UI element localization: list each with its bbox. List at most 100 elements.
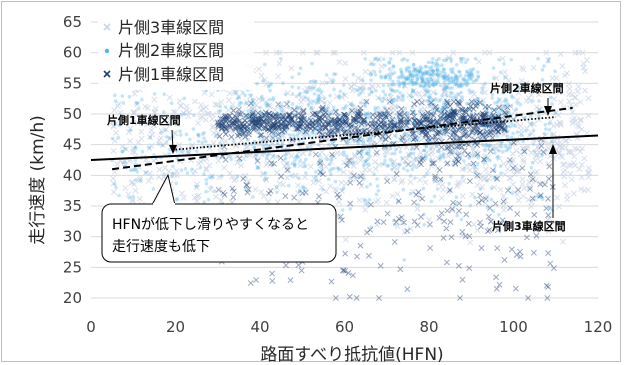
point-3lane (567, 170, 574, 177)
point-3lane (367, 69, 374, 76)
point-3lane (252, 151, 259, 158)
point-2lane (370, 90, 374, 94)
point-3lane (372, 151, 379, 158)
point-1lane (478, 223, 484, 230)
point-2lane (410, 95, 414, 99)
point-1lane (447, 148, 454, 155)
point-2lane (384, 73, 389, 78)
point-1lane (432, 173, 439, 180)
point-3lane (369, 84, 376, 91)
point-2lane (380, 99, 384, 104)
point-2lane (457, 69, 461, 74)
point-3lane (258, 189, 265, 196)
point-1lane (343, 114, 350, 121)
point-3lane (150, 122, 157, 129)
point-3lane (336, 167, 343, 173)
point-2lane (453, 201, 458, 206)
point-2lane (443, 78, 448, 82)
point-2lane (396, 95, 400, 99)
point-2lane (409, 72, 413, 77)
point-2lane (295, 155, 300, 159)
point-2lane (467, 71, 471, 76)
point-1lane (311, 110, 318, 117)
point-2lane (303, 95, 307, 100)
point-2lane (547, 57, 551, 61)
point-3lane (360, 173, 367, 180)
point-1lane (291, 194, 298, 201)
point-3lane (476, 172, 483, 179)
point-2lane (459, 57, 463, 61)
point-3lane (480, 97, 487, 104)
point-2lane (414, 80, 419, 84)
point-2lane (151, 187, 156, 191)
point-2lane (135, 101, 140, 105)
point-1lane (442, 125, 449, 132)
point-2lane (509, 191, 514, 195)
point-2lane (305, 144, 310, 149)
point-1lane (309, 111, 316, 118)
point-3lane (375, 94, 382, 101)
point-3lane (234, 159, 241, 166)
point-1lane (423, 133, 430, 140)
trendline-dashed (111, 106, 573, 171)
point-2lane (410, 79, 415, 83)
point-1lane (488, 129, 495, 136)
point-1lane (529, 176, 536, 183)
point-3lane (551, 138, 558, 145)
point-3lane (330, 153, 337, 160)
point-1lane (507, 156, 513, 163)
point-1lane (474, 172, 481, 179)
point-2lane (164, 135, 169, 139)
point-2lane (426, 60, 431, 65)
point-2lane (345, 141, 350, 145)
point-1lane (444, 112, 451, 119)
point-2lane (468, 203, 473, 208)
point-2lane (196, 132, 200, 137)
point-3lane (378, 63, 385, 70)
point-2lane (358, 86, 362, 90)
point-3lane (348, 157, 355, 163)
point-1lane (510, 165, 517, 172)
point-1lane (343, 162, 350, 169)
point-2lane (390, 88, 394, 93)
point-2lane (388, 57, 393, 61)
point-2lane (425, 99, 429, 103)
point-2lane (498, 70, 503, 75)
point-2lane (407, 137, 412, 142)
point-1lane (466, 233, 473, 240)
point-3lane (216, 174, 223, 181)
point-1lane (230, 194, 237, 201)
point-2lane (330, 154, 335, 158)
point-2lane (266, 84, 271, 89)
point-2lane (369, 78, 373, 82)
point-2lane (255, 81, 259, 86)
point-2lane (426, 80, 431, 85)
point-2lane (316, 98, 321, 103)
point-2lane (424, 71, 429, 76)
point-1lane (450, 98, 457, 105)
point-2lane (449, 59, 453, 64)
y-tick-label-9: 65 (63, 13, 82, 31)
point-3lane (261, 76, 268, 83)
point-3lane (208, 173, 215, 180)
point-1lane (431, 160, 437, 167)
point-3lane (390, 176, 397, 183)
point-2lane (454, 82, 459, 87)
point-2lane (451, 70, 455, 75)
point-2lane (463, 60, 468, 65)
point-2lane (361, 139, 366, 144)
point-2lane (219, 174, 224, 178)
point-3lane (421, 87, 428, 94)
point-2lane (491, 76, 496, 80)
point-3lane (165, 168, 172, 175)
point-2lane (383, 74, 387, 79)
point-2lane (133, 145, 138, 150)
point-2lane (459, 60, 463, 64)
point-1lane (355, 129, 362, 136)
point-2lane (182, 112, 187, 116)
y-tick-label-3: 35 (63, 197, 82, 215)
point-1lane (537, 192, 544, 199)
point-1lane (369, 111, 376, 118)
point-1lane (419, 155, 426, 162)
